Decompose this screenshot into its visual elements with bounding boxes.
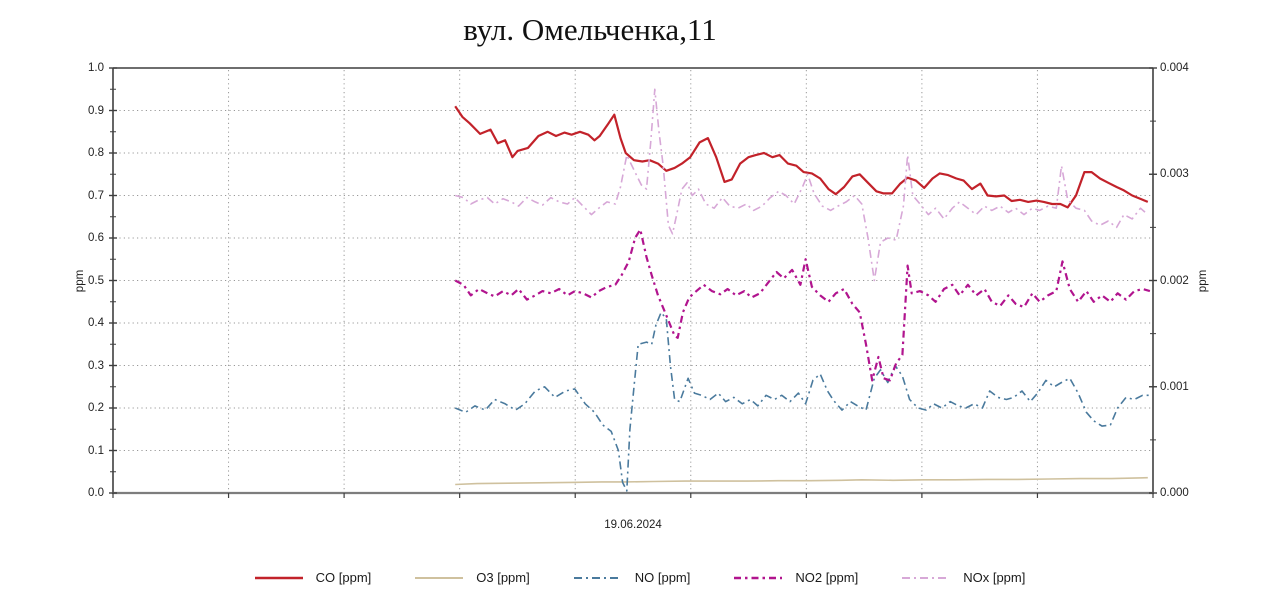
left-axis-tick-label: 0.3 — [88, 359, 104, 372]
right-axis-tick-label: 0.001 — [1160, 380, 1189, 393]
legend-label-no: NO [ppm] — [634, 570, 691, 585]
nox-line-swatch — [902, 576, 951, 579]
left-axis-tick-label: 0.6 — [88, 232, 104, 244]
legend: CO [ppm] O3 [ppm] NO [ppm] NO2 [ppm] NOx… — [0, 570, 1280, 585]
x-axis-date-label: 19.06.2024 — [604, 519, 662, 531]
no-line-swatch — [573, 576, 622, 579]
co-line-swatch — [254, 576, 303, 579]
plot-area — [109, 67, 1157, 498]
left-axis-tick-label: 0.5 — [88, 274, 104, 287]
right-axis-tick-label: 0.003 — [1160, 168, 1189, 181]
legend-item-nox: NOx [ppm] — [902, 570, 1025, 585]
left-axis-tick-label: 0.9 — [88, 104, 104, 117]
left-axis-label: ppm — [74, 269, 86, 293]
right-axis-tick-label: 0.002 — [1160, 274, 1189, 287]
left-axis-tick-label: 0.2 — [88, 402, 104, 414]
legend-item-no2: NO2 [ppm] — [734, 570, 858, 585]
left-axis-tick-label: 0.8 — [88, 147, 104, 159]
o3-line-swatch — [415, 576, 464, 579]
left-axis-tick-label: 1.0 — [88, 62, 104, 74]
right-axis-tick-label: 0.004 — [1160, 62, 1189, 74]
legend-label-co: CO [ppm] — [315, 570, 372, 585]
left-axis-tick-label: 0.1 — [88, 444, 104, 457]
left-axis-tick-label: 0.4 — [88, 317, 104, 329]
right-axis-label: ppm — [1197, 269, 1209, 293]
no2-line-swatch — [734, 576, 783, 579]
legend-label-o3: O3 [ppm] — [476, 570, 530, 585]
legend-item-co: CO [ppm] — [254, 570, 372, 585]
right-axis-tick-label: 0.000 — [1160, 487, 1189, 499]
left-axis-tick-label: 0.7 — [88, 189, 104, 202]
chart-title: вул. Омельченка,11 — [463, 12, 717, 47]
legend-item-no: NO [ppm] — [573, 570, 691, 585]
legend-label-no2: NO2 [ppm] — [795, 570, 859, 585]
left-axis-tick-label: 0.0 — [88, 487, 104, 499]
legend-item-o3: O3 [ppm] — [415, 570, 530, 585]
legend-label-nox: NOx [ppm] — [963, 570, 1026, 585]
